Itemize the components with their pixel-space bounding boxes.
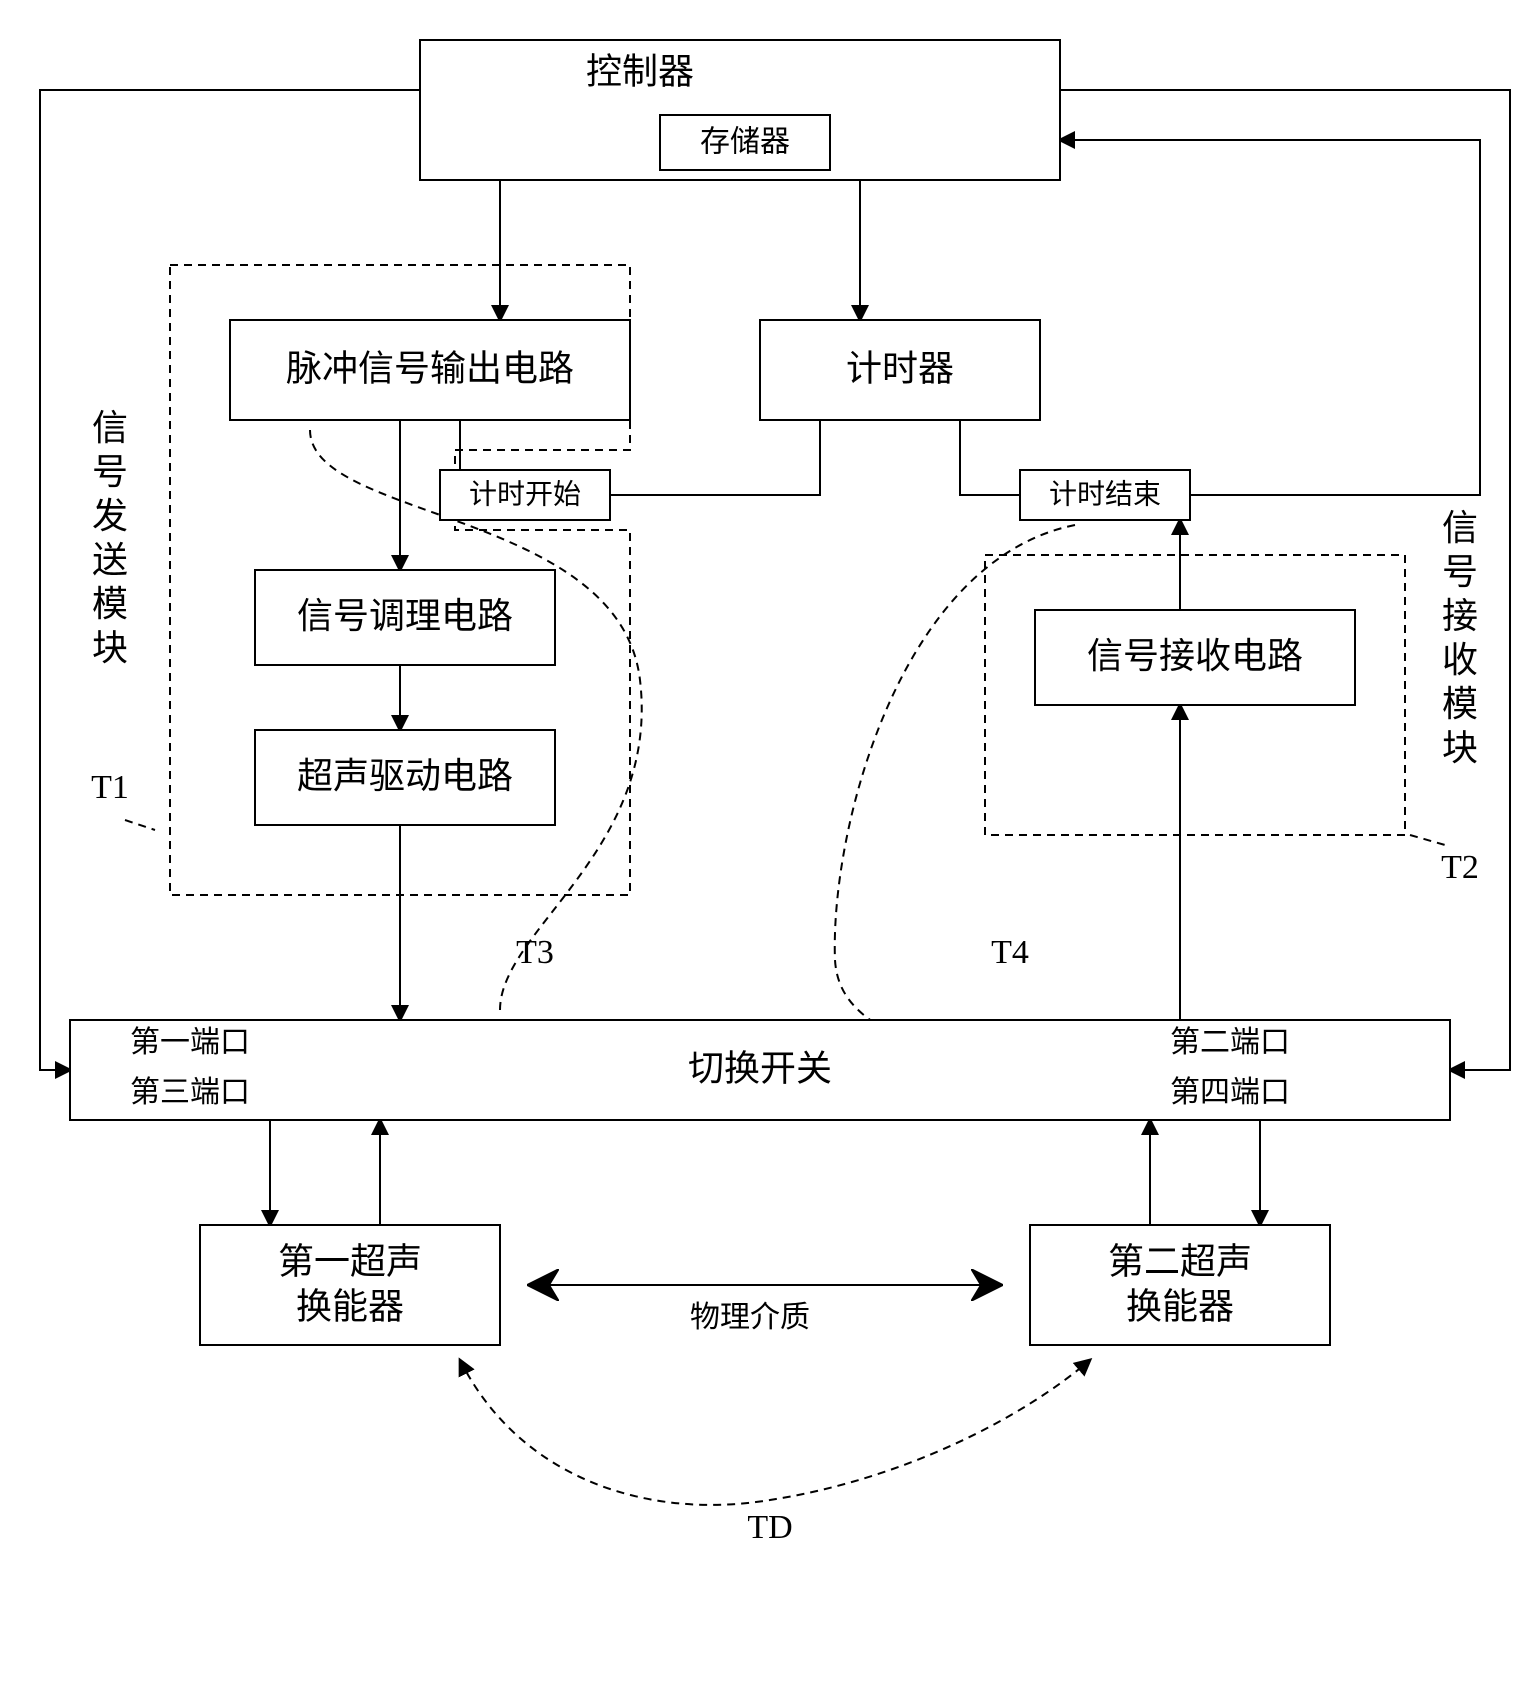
edge-end-to-ctrl: [1060, 140, 1480, 495]
t-label-T2: T2: [1441, 849, 1479, 886]
transducer-2-label-1: 第二超声: [1108, 1241, 1252, 1281]
vertical-label-send-3: 送: [92, 540, 128, 580]
time-start-box-label: 计时开始: [469, 478, 581, 510]
memory-label: 存储器: [700, 125, 790, 158]
vertical-label-send-4: 模: [92, 584, 128, 624]
vertical-label-send-0: 信: [92, 408, 128, 448]
vertical-label-recv-3: 收: [1442, 640, 1478, 680]
time-end-box-label: 计时结束: [1049, 478, 1161, 510]
port3-label: 第三端口: [130, 1076, 250, 1109]
dashed-edge-T4-curve: [835, 525, 1075, 1055]
transducer-1-label-2: 换能器: [296, 1286, 404, 1326]
medium-label: 物理介质: [690, 1301, 810, 1334]
switch-label: 切换开关: [688, 1048, 832, 1088]
controller-label: 控制器: [586, 51, 694, 91]
edge-start-to-timer: [610, 420, 820, 495]
t-label-T1: T1: [91, 769, 129, 806]
transducer-2-label-2: 换能器: [1126, 1286, 1234, 1326]
vertical-label-send-5: 块: [92, 628, 128, 668]
dashed-edge-TD-curve: [460, 1360, 1090, 1505]
vertical-label-recv-5: 块: [1442, 728, 1478, 768]
vertical-label-send-1: 号: [92, 452, 128, 492]
t-label-TD: TD: [747, 1509, 792, 1546]
vertical-label-recv-0: 信: [1442, 508, 1478, 548]
vertical-label-recv-4: 模: [1442, 684, 1478, 724]
block-diagram: 控制器存储器脉冲信号输出电路 计时器信号调理电路超声驱动电路 信号接收电路 计时开始 计…: [0, 0, 1528, 1686]
pulse-box-label: 脉冲信号输出电路: [286, 348, 574, 388]
vertical-label-recv-2: 接: [1442, 596, 1478, 636]
port4-label: 第四端口: [1170, 1076, 1290, 1109]
edge-timer-to-end: [960, 420, 1020, 495]
cond-box-label: 信号调理电路: [297, 596, 513, 636]
drive-box-label: 超声驱动电路: [297, 756, 513, 796]
port2-label: 第二端口: [1170, 1026, 1290, 1059]
t-label-T4: T4: [991, 934, 1029, 971]
recv-box-label: 信号接收电路: [1087, 636, 1303, 676]
t-label-T3: T3: [516, 934, 554, 971]
dashed-edge-T1-link: [125, 820, 155, 830]
dashed-edge-T2-link: [1410, 835, 1445, 845]
timer-box-label: 计时器: [846, 348, 954, 388]
vertical-label-send-2: 发: [92, 496, 128, 536]
vertical-label-recv-1: 号: [1442, 552, 1478, 592]
transducer-1-label-1: 第一超声: [278, 1241, 422, 1281]
port1-label: 第一端口: [130, 1026, 250, 1059]
